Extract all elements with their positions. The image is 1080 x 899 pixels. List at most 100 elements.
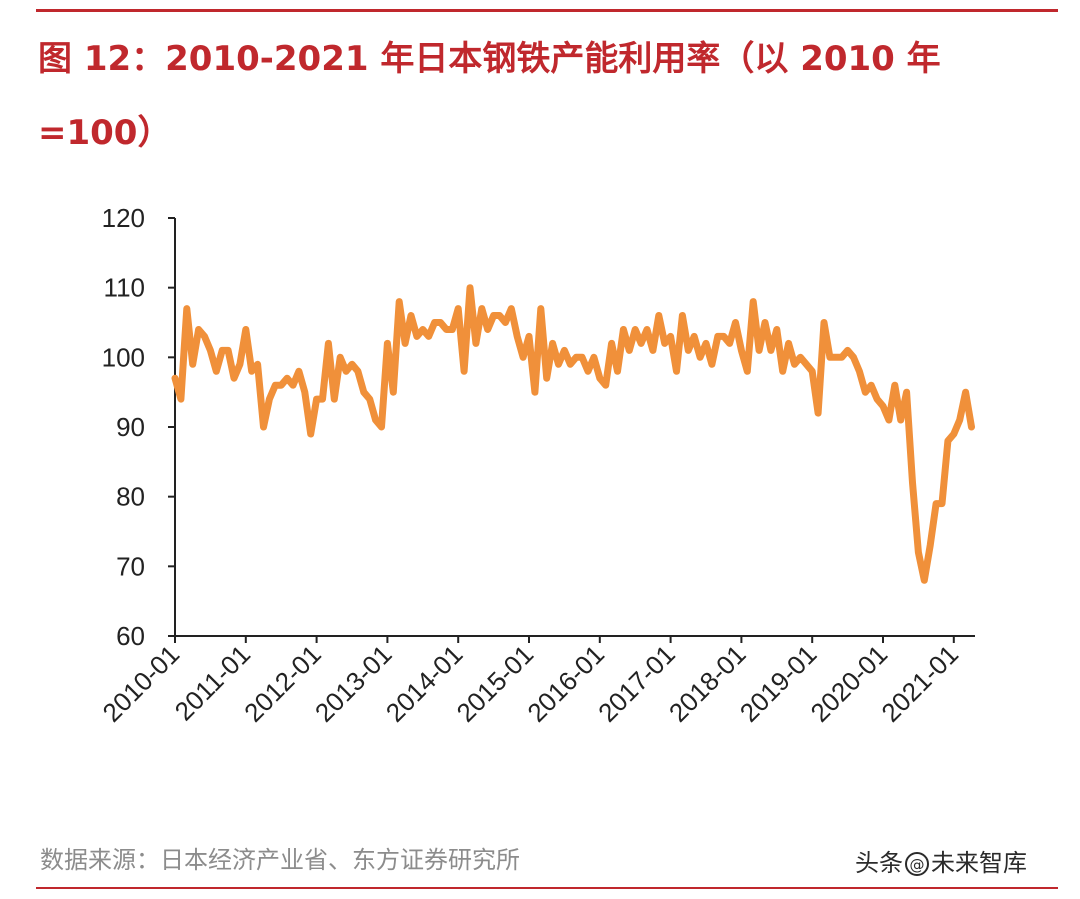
x-tick-label: 2019-01 bbox=[734, 639, 823, 728]
x-tick-label: 2018-01 bbox=[663, 639, 752, 728]
x-tick-label: 2020-01 bbox=[805, 639, 894, 728]
y-tick-label: 90 bbox=[116, 412, 145, 442]
data-point bbox=[278, 382, 284, 388]
data-point bbox=[290, 382, 296, 388]
data-point bbox=[668, 333, 674, 339]
data-point bbox=[526, 333, 532, 339]
data-point bbox=[821, 320, 827, 325]
data-point bbox=[455, 306, 461, 312]
data-point bbox=[561, 347, 567, 353]
series-line bbox=[171, 284, 975, 584]
page-title: 图 12：2010-2021 年日本钢铁产能利用率（以 2010 年=100） bbox=[38, 39, 941, 153]
y-tick-label: 110 bbox=[104, 273, 145, 303]
data-point bbox=[839, 354, 845, 360]
data-point bbox=[573, 354, 579, 360]
y-tick-label: 80 bbox=[116, 482, 145, 512]
data-point bbox=[249, 368, 255, 374]
data-point bbox=[320, 396, 325, 402]
data-point bbox=[314, 396, 320, 402]
data-point bbox=[874, 396, 880, 402]
data-point bbox=[202, 333, 207, 339]
data-point bbox=[261, 424, 266, 430]
data-point bbox=[927, 542, 933, 548]
data-point bbox=[591, 354, 597, 360]
data-point bbox=[756, 347, 762, 353]
data-point bbox=[325, 340, 331, 346]
data-point bbox=[367, 396, 373, 402]
x-tick-label: 2011-01 bbox=[169, 639, 256, 726]
data-point bbox=[750, 299, 756, 305]
data-point bbox=[733, 320, 738, 325]
data-point bbox=[207, 347, 213, 353]
data-point bbox=[963, 389, 969, 395]
data-point bbox=[856, 368, 862, 374]
data-point bbox=[178, 396, 184, 402]
data-point bbox=[910, 480, 915, 486]
data-point bbox=[797, 354, 803, 360]
watermark: 头条 @ 未来智库 bbox=[855, 843, 1027, 878]
data-point bbox=[727, 340, 733, 346]
data-point bbox=[502, 320, 508, 325]
data-point bbox=[302, 389, 308, 395]
x-tick-label: 2013-01 bbox=[309, 639, 398, 728]
data-point bbox=[868, 382, 874, 388]
data-point bbox=[467, 285, 473, 291]
y-tick-label: 120 bbox=[102, 203, 145, 233]
data-point bbox=[957, 417, 963, 423]
data-point bbox=[432, 320, 438, 325]
data-point bbox=[355, 368, 361, 374]
data-point bbox=[644, 327, 650, 332]
data-point bbox=[703, 340, 709, 346]
data-point bbox=[656, 313, 662, 318]
data-point bbox=[780, 368, 786, 374]
data-point bbox=[951, 431, 957, 437]
data-point bbox=[792, 361, 797, 367]
data-point bbox=[697, 354, 703, 360]
data-point bbox=[361, 389, 367, 395]
data-point bbox=[691, 333, 697, 339]
data-point bbox=[904, 389, 910, 395]
data-point bbox=[266, 396, 272, 402]
source-note: 数据来源：日本经济产业省、东方证券研究所 bbox=[40, 846, 520, 874]
x-tick-label: 2017-01 bbox=[592, 639, 681, 728]
data-point bbox=[402, 340, 408, 346]
data-point bbox=[373, 417, 379, 423]
data-point bbox=[308, 431, 314, 437]
data-point bbox=[172, 375, 178, 381]
data-point bbox=[390, 389, 396, 395]
data-point bbox=[851, 354, 856, 360]
data-point bbox=[880, 403, 886, 409]
data-point bbox=[438, 320, 443, 325]
x-tick-label: 2016-01 bbox=[521, 639, 610, 728]
data-point bbox=[237, 361, 243, 367]
data-point bbox=[679, 313, 685, 318]
data-point bbox=[827, 354, 833, 360]
y-tick-label: 70 bbox=[116, 551, 145, 581]
top-rule bbox=[36, 9, 1058, 12]
data-point bbox=[969, 424, 974, 430]
data-point bbox=[845, 347, 851, 353]
data-point bbox=[892, 382, 898, 388]
x-tick-label: 2012-01 bbox=[238, 639, 327, 728]
data-point bbox=[491, 313, 497, 318]
x-tick-label: 2021-01 bbox=[875, 639, 964, 728]
data-point bbox=[556, 361, 561, 367]
data-point bbox=[721, 333, 727, 339]
data-point bbox=[225, 347, 231, 353]
y-tick-label: 60 bbox=[116, 621, 145, 651]
data-point bbox=[550, 340, 556, 346]
data-point bbox=[915, 549, 921, 555]
data-point bbox=[603, 382, 609, 388]
x-tick-label: 2015-01 bbox=[451, 639, 540, 728]
bottom-rule bbox=[36, 887, 1058, 889]
data-point bbox=[426, 333, 432, 339]
data-point bbox=[337, 354, 343, 360]
data-point bbox=[461, 368, 467, 374]
data-point bbox=[898, 417, 904, 423]
data-point bbox=[497, 313, 502, 318]
data-point bbox=[685, 347, 691, 353]
data-point bbox=[443, 327, 449, 332]
data-point bbox=[514, 333, 520, 339]
data-point bbox=[886, 417, 892, 423]
data-point bbox=[538, 306, 544, 312]
